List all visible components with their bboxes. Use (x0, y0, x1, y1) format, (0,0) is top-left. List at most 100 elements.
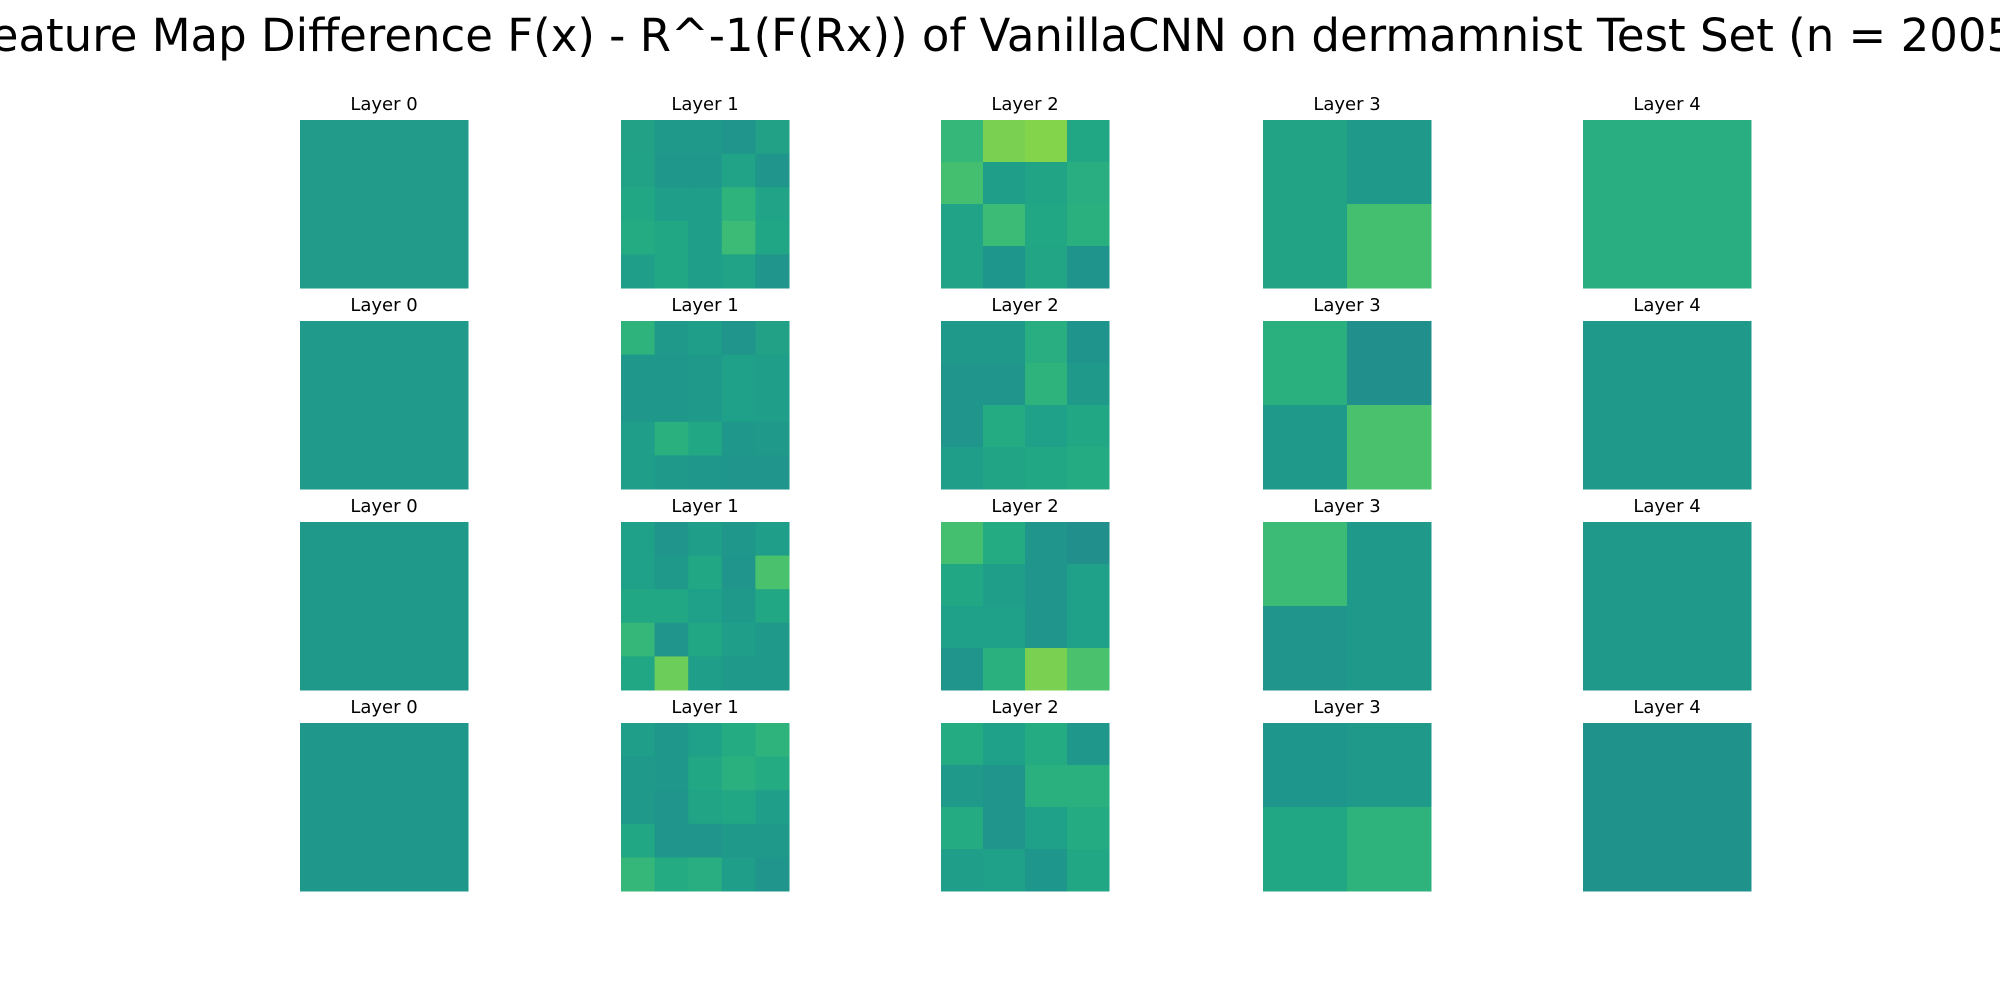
heatmap-cell (755, 622, 790, 657)
heatmap-cell (1583, 522, 1752, 691)
heatmap-cell (621, 522, 656, 557)
heatmap-cell (755, 823, 790, 858)
heatmap-cell (1025, 405, 1068, 448)
heatmap-cell (1025, 162, 1068, 205)
heatmap-cell (654, 589, 689, 624)
heatmap-cell (621, 354, 656, 389)
heatmap-cell (983, 648, 1026, 691)
heatmap-cell (721, 756, 756, 791)
heatmap-cell (1025, 807, 1068, 850)
heatmap-cell (721, 656, 756, 691)
heatmap-cell (755, 857, 790, 892)
heatmap-cell (941, 363, 984, 406)
heatmap-cell (621, 790, 656, 825)
heatmap-cell (941, 405, 984, 448)
heatmap-cell (755, 455, 790, 490)
heatmap-cell (621, 589, 656, 624)
heatmap-cell (983, 162, 1026, 205)
heatmap-cell (621, 421, 656, 456)
heatmap-cell (688, 254, 723, 289)
heatmap-cell (983, 723, 1026, 766)
heatmap-cell (983, 606, 1026, 649)
heatmap-cell (941, 120, 984, 163)
heatmap-cell (721, 790, 756, 825)
heatmap-cell (300, 723, 469, 892)
heatmap-cell (1067, 648, 1110, 691)
heatmap-cell (983, 321, 1026, 364)
heatmap-cell (688, 589, 723, 624)
panel-title: Layer 3 (1313, 496, 1380, 517)
heatmap-cell (688, 555, 723, 590)
heatmap-panel: Layer 3 (1263, 496, 1432, 691)
heatmap-cell (721, 187, 756, 222)
heatmap-cell (941, 807, 984, 850)
heatmap-cell (1025, 606, 1068, 649)
heatmap-cell (1025, 648, 1068, 691)
heatmap-cell (688, 153, 723, 188)
heatmap-panel: Layer 4 (1583, 295, 1752, 490)
panel-title: Layer 4 (1633, 295, 1700, 316)
heatmap-cell (983, 522, 1026, 565)
heatmap-cell (621, 555, 656, 590)
heatmap-cell (688, 321, 723, 356)
heatmap-cell (654, 656, 689, 691)
heatmap-cell (654, 555, 689, 590)
heatmap-cell (1583, 723, 1752, 892)
heatmap-cell (721, 857, 756, 892)
heatmap-cell (941, 849, 984, 892)
heatmap-cell (755, 589, 790, 624)
heatmap-cell (983, 204, 1026, 247)
heatmap-cell (654, 756, 689, 791)
heatmap-cell (941, 606, 984, 649)
heatmap-cell (1067, 204, 1110, 247)
heatmap-cell (941, 564, 984, 607)
panel-title: Layer 2 (991, 496, 1058, 517)
heatmap-panel: Layer 4 (1583, 496, 1752, 691)
heatmap-cell (1067, 246, 1110, 289)
heatmap-cell (941, 648, 984, 691)
heatmap-cell (721, 622, 756, 657)
heatmap-cell (621, 857, 656, 892)
heatmap-cell (688, 723, 723, 758)
heatmap-cell (1263, 405, 1348, 490)
heatmap-panel: Layer 3 (1263, 94, 1432, 289)
heatmap-cell (755, 555, 790, 590)
heatmap-cell (654, 522, 689, 557)
panel-title: Layer 4 (1633, 496, 1700, 517)
heatmap-cell (1263, 606, 1348, 691)
heatmap-panel: Layer 2 (941, 697, 1110, 892)
panel-title: Layer 2 (991, 94, 1058, 115)
heatmap-cell (941, 204, 984, 247)
heatmap-cell (688, 756, 723, 791)
heatmap-cell (1067, 321, 1110, 364)
heatmap-cell (1067, 363, 1110, 406)
heatmap-cell (983, 807, 1026, 850)
heatmap-cell (654, 622, 689, 657)
heatmap-cell (1583, 120, 1752, 289)
heatmap-cell (1347, 606, 1432, 691)
heatmap-cell (1067, 447, 1110, 490)
heatmap-panel: Layer 2 (941, 94, 1110, 289)
heatmap-cell (755, 354, 790, 389)
heatmap-cell (688, 622, 723, 657)
heatmap-cell (941, 447, 984, 490)
heatmap-cell (1347, 120, 1432, 205)
heatmap-cell (654, 790, 689, 825)
heatmap-cell (721, 220, 756, 255)
heatmap-cell (688, 421, 723, 456)
panel-title: Layer 1 (671, 697, 738, 718)
heatmap-cell (1067, 765, 1110, 808)
heatmap-panel: Layer 0 (300, 496, 469, 691)
panel-title: Layer 2 (991, 295, 1058, 316)
heatmap-cell (721, 589, 756, 624)
heatmap-cell (1263, 120, 1348, 205)
heatmap-cell (688, 354, 723, 389)
heatmap-cell (1347, 405, 1432, 490)
heatmap-cell (1263, 204, 1348, 289)
heatmap-cell (755, 421, 790, 456)
heatmap-panel: Layer 3 (1263, 295, 1432, 490)
panel-title: Layer 1 (671, 295, 738, 316)
heatmap-cell (621, 220, 656, 255)
heatmap-cell (621, 823, 656, 858)
heatmap-cell (755, 254, 790, 289)
